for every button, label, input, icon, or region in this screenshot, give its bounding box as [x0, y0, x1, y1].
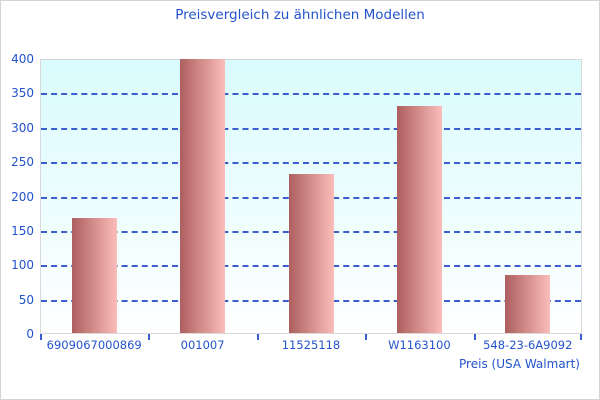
y-tick-label-0: 0: [26, 327, 34, 341]
x-axis-title: Preis (USA Walmart): [459, 357, 580, 371]
bar-6909067000869: [71, 218, 117, 333]
x-tick-2: [256, 334, 259, 340]
gridline-y-350: [41, 93, 581, 96]
gridline-y-250: [41, 162, 581, 165]
bar-W1163100: [396, 106, 442, 333]
y-tick-label-250: 250: [11, 155, 34, 170]
x-tick-0: [40, 334, 42, 340]
gridline-y-300: [41, 127, 581, 130]
y-tick-label-300: 300: [11, 120, 34, 135]
chart-title: Preisvergleich zu ähnlichen Modellen: [175, 7, 425, 23]
bar-11525118: [288, 173, 334, 333]
x-tick-label-W1163100: W1163100: [388, 338, 451, 352]
x-tick-5: [580, 334, 582, 340]
x-tick-label-11525118: 11525118: [281, 338, 341, 352]
y-tick-label-100: 100: [11, 258, 34, 273]
x-tick-3: [365, 334, 368, 340]
x-tick-label-6909067000869: 6909067000869: [46, 338, 142, 352]
x-tick-label-548-23-6A9092: 548-23-6A9092: [483, 338, 573, 352]
x-tick-label-001007: 001007: [180, 338, 225, 352]
x-tick-1: [148, 334, 151, 340]
bar-548-23-6A9092: [505, 275, 551, 333]
y-tick-label-50: 50: [18, 292, 34, 307]
y-tick-label-400: 400: [11, 52, 34, 66]
y-tick-label-200: 200: [11, 189, 34, 204]
x-tick-4: [473, 334, 476, 340]
bar-001007: [180, 58, 226, 333]
y-tick-label-150: 150: [11, 223, 34, 238]
plot-area: [40, 58, 582, 334]
y-tick-label-350: 350: [11, 86, 34, 101]
